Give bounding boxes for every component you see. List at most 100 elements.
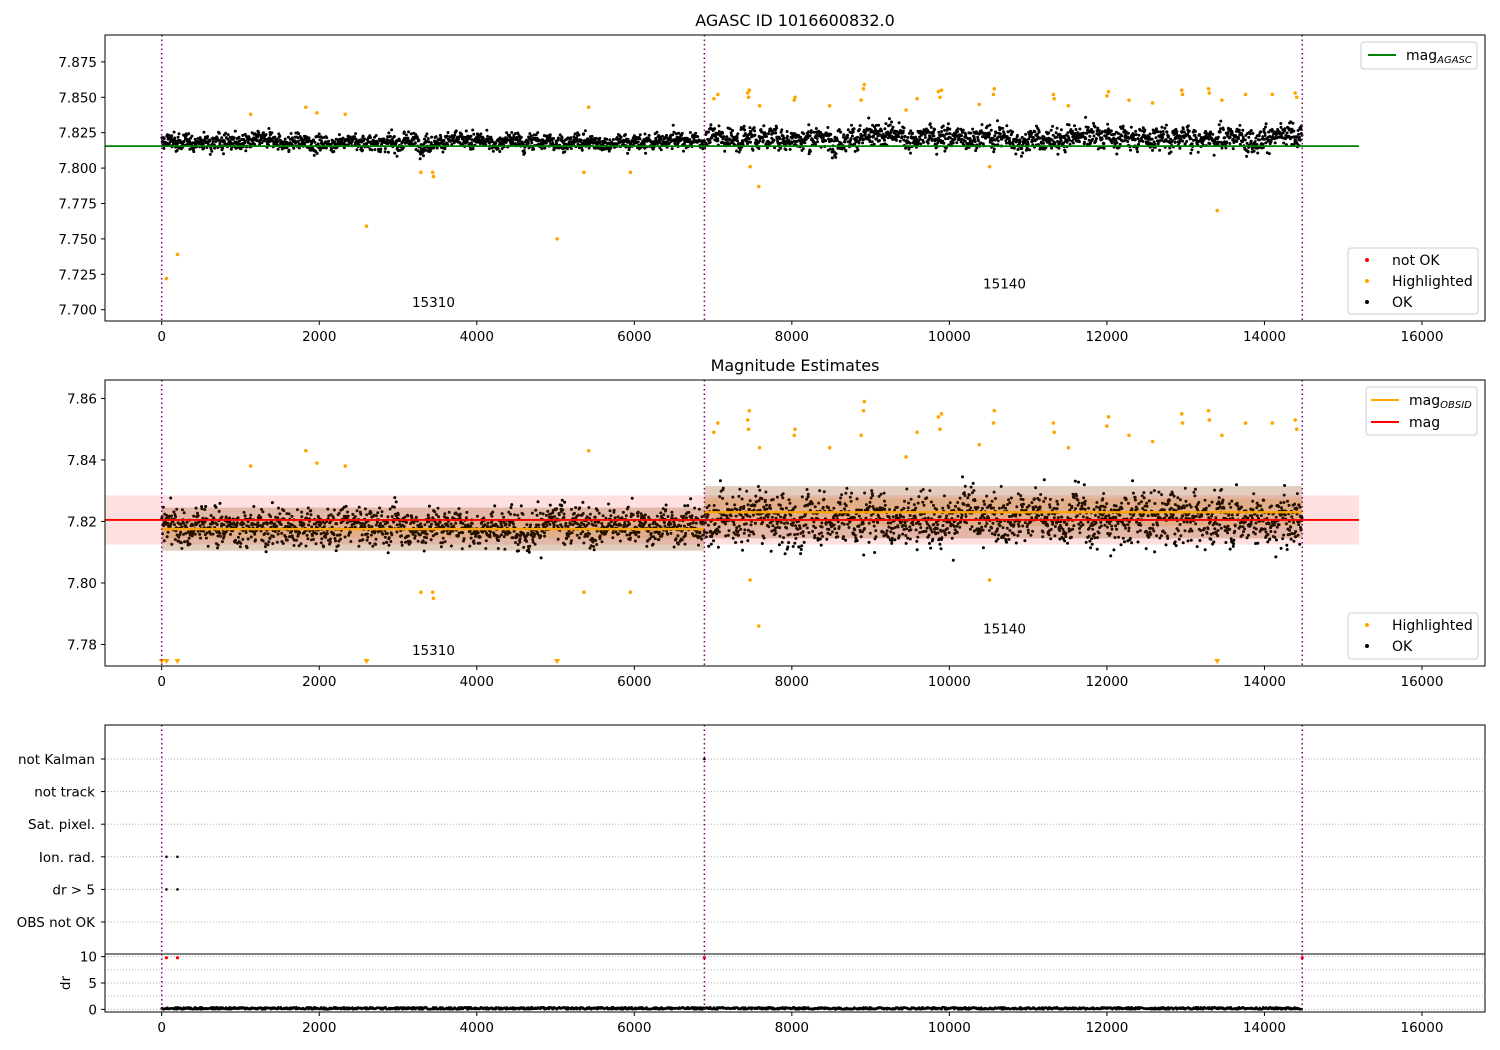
- ok-point: [834, 155, 838, 159]
- ok-point: [717, 124, 721, 128]
- ok-point: [556, 136, 560, 140]
- y-tick-label: 7.775: [58, 196, 97, 212]
- ok-point: [465, 140, 469, 144]
- highlighted-point: [364, 224, 369, 228]
- ok-point: [808, 149, 812, 153]
- ok-point: [427, 504, 431, 508]
- ok-point: [1141, 126, 1145, 130]
- ok-point: [1228, 142, 1232, 145]
- ok-point: [1035, 137, 1039, 141]
- ok-point: [175, 507, 179, 511]
- ok-point: [1077, 140, 1081, 144]
- ok-point: [165, 535, 169, 539]
- ok-point: [1153, 131, 1157, 135]
- ok-point: [665, 133, 668, 137]
- ok-point: [668, 136, 672, 140]
- ok-point: [276, 140, 280, 144]
- ok-point: [839, 130, 843, 134]
- ok-point: [749, 130, 753, 133]
- ok-point: [1298, 135, 1301, 139]
- obsid-annotation: 15310: [412, 295, 455, 311]
- ok-point: [659, 137, 663, 141]
- ok-point: [1024, 138, 1028, 142]
- ok-point: [624, 133, 627, 136]
- ok-point: [276, 147, 280, 151]
- ok-point: [1107, 132, 1111, 135]
- ok-point: [891, 125, 895, 129]
- ok-point: [940, 130, 943, 133]
- ok-point: [850, 123, 853, 127]
- ok-point: [556, 138, 560, 142]
- ok-point: [812, 130, 816, 134]
- highlighted-point: [939, 88, 944, 93]
- ok-point: [560, 136, 564, 140]
- ok-point: [718, 479, 722, 483]
- highlighted-point: [304, 105, 308, 110]
- x-tick-label: 16000: [1401, 329, 1444, 345]
- ok-point: [1118, 142, 1122, 146]
- ok-point: [169, 496, 173, 500]
- ok-point: [534, 133, 538, 137]
- ok-point: [205, 531, 209, 535]
- ok-point: [608, 138, 612, 142]
- ok-point: [842, 146, 846, 150]
- ok-point: [1051, 133, 1055, 137]
- ok-point: [814, 127, 818, 130]
- highlighted-point: [1127, 98, 1131, 102]
- ok-point: [1153, 142, 1157, 146]
- ok-point: [404, 133, 408, 137]
- ok-point: [1040, 147, 1044, 151]
- ok-point: [1162, 132, 1165, 136]
- ok-point: [942, 134, 946, 138]
- ok-point: [956, 127, 960, 131]
- ok-point: [540, 147, 544, 151]
- ok-point: [434, 135, 438, 139]
- ok-point: [1257, 134, 1261, 138]
- ok-point: [471, 147, 475, 151]
- ok-point: [337, 133, 341, 137]
- ok-point: [287, 148, 291, 152]
- ok-point: [291, 136, 294, 140]
- ok-point: [222, 152, 225, 156]
- ok-point: [177, 132, 181, 136]
- ok-point: [774, 131, 778, 135]
- ok-point: [379, 150, 382, 154]
- ok-point: [1164, 123, 1168, 127]
- ok-point: [636, 140, 640, 144]
- ok-point: [389, 135, 392, 138]
- ok-point: [734, 541, 738, 544]
- ok-point: [1134, 129, 1138, 133]
- ok-point: [577, 133, 581, 137]
- legend-box: [1360, 41, 1478, 70]
- ok-point: [747, 137, 751, 141]
- highlighted-point: [419, 170, 423, 175]
- ok-point: [603, 140, 607, 144]
- ok-point: [217, 131, 221, 135]
- ok-point: [868, 135, 872, 139]
- ok-point: [1180, 130, 1184, 134]
- highlighted-point: [745, 91, 750, 95]
- ok-point: [273, 135, 277, 139]
- ok-point: [694, 131, 698, 135]
- ok-point: [1243, 138, 1247, 142]
- ok-point: [709, 542, 713, 546]
- ok-point: [815, 137, 819, 140]
- ok-point: [1291, 121, 1295, 125]
- ok-point: [907, 131, 911, 135]
- ok-point: [1251, 131, 1255, 135]
- ok-point: [1288, 127, 1292, 131]
- highlighted-point: [748, 164, 752, 169]
- ok-point: [1283, 127, 1287, 131]
- ok-point: [1187, 129, 1191, 133]
- ok-point: [719, 135, 723, 138]
- ok-point: [607, 149, 611, 153]
- ok-point: [976, 139, 980, 143]
- ok-point: [435, 146, 439, 150]
- ok-point: [992, 147, 996, 151]
- ok-point: [426, 137, 430, 141]
- ok-point: [830, 156, 834, 160]
- ok-point: [1168, 146, 1172, 150]
- ok-point: [1094, 137, 1098, 141]
- ok-point: [1175, 130, 1179, 134]
- ok-point: [1228, 135, 1232, 139]
